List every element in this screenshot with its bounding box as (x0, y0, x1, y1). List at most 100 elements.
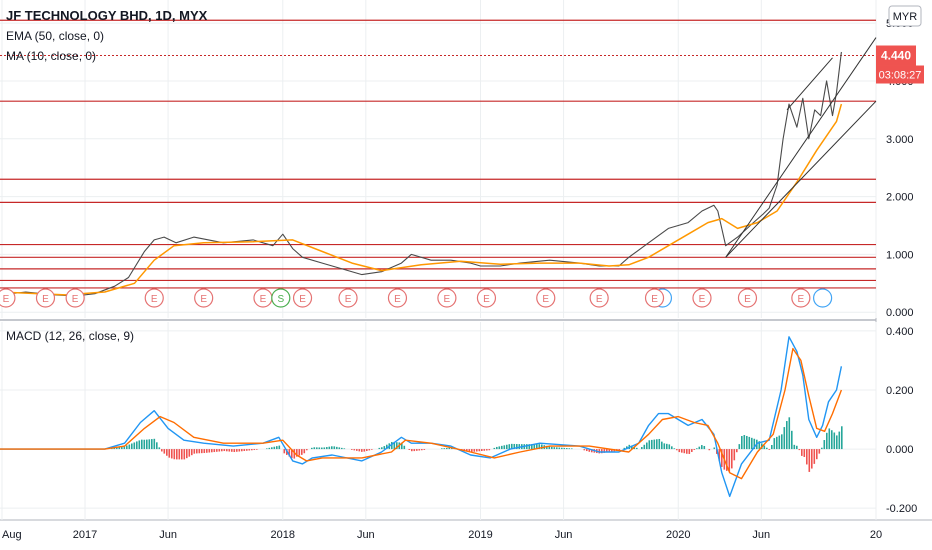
macd-pane[interactable] (0, 322, 876, 520)
histogram-bar (838, 431, 841, 450)
ema-line[interactable] (0, 103, 843, 296)
histogram-bar (178, 449, 181, 460)
histogram-bar (601, 449, 603, 454)
histogram-bar (538, 444, 541, 450)
histogram-bar (158, 447, 161, 450)
price-pane[interactable] (0, 0, 876, 318)
histogram-bar (306, 449, 308, 451)
histogram-bar (246, 449, 248, 451)
earnings-event-icon[interactable]: E (65, 288, 85, 308)
histogram-bar (318, 447, 321, 450)
trendline[interactable] (725, 37, 877, 258)
histogram-bar (678, 449, 681, 453)
histogram-bar (636, 447, 638, 450)
dividend-event-icon[interactable] (813, 288, 833, 308)
histogram-bar (781, 434, 783, 450)
histogram-bar (766, 447, 768, 450)
earnings-event-icon[interactable]: E (338, 288, 358, 308)
histogram-bar (328, 446, 331, 450)
earnings-event-icon[interactable]: E (644, 288, 665, 308)
histogram-bar (818, 449, 821, 454)
price-tick-label: 1.000 (886, 249, 914, 261)
histogram-bar (333, 446, 336, 450)
histogram-bar (803, 449, 806, 457)
histogram-bar (266, 448, 268, 450)
earnings-event-icon[interactable]: E (536, 288, 556, 308)
time-tick-label: Aug (2, 529, 22, 541)
earnings-event-icon[interactable]: E (791, 288, 811, 308)
earnings-event-icon[interactable]: E (35, 288, 56, 308)
time-tick-label: 2019 (468, 529, 492, 541)
histogram-bar (488, 449, 491, 451)
time-tick-label: Jun (752, 529, 770, 541)
macd-line[interactable] (0, 336, 843, 498)
currency-button[interactable]: MYR (888, 5, 922, 27)
earnings-event-icon[interactable]: E (476, 288, 497, 308)
histogram-bar (751, 437, 753, 450)
histogram-bar (343, 448, 346, 450)
time-tick-label: Jun (357, 529, 375, 541)
split-event-icon[interactable]: S (271, 288, 291, 308)
histogram-bar (686, 449, 688, 454)
histogram-bar (701, 445, 703, 450)
earnings-event-icon[interactable]: E (194, 288, 214, 308)
price-series-group (0, 51, 843, 297)
histogram-bar (443, 448, 446, 450)
histogram-bar (563, 447, 566, 450)
histogram-bar (783, 427, 786, 450)
histogram-bar (503, 445, 506, 450)
histogram-bar (531, 444, 533, 450)
earnings-event-icon[interactable]: E (737, 288, 758, 308)
earnings-event-icon[interactable]: E (292, 288, 313, 308)
svg-text:E: E (542, 294, 549, 305)
histogram-bar (273, 446, 276, 450)
earnings-event-icon[interactable]: E (0, 288, 16, 308)
trendline[interactable] (786, 57, 833, 111)
histogram-bar (123, 446, 126, 450)
ma-legend[interactable]: MA (10, close, 0) (6, 49, 96, 63)
histogram-bar (588, 449, 591, 452)
histogram-bar (791, 430, 793, 450)
earnings-event-icon[interactable]: E (437, 288, 457, 308)
currency-label: MYR (893, 11, 918, 23)
earnings-event-icon[interactable]: E (144, 288, 164, 308)
earnings-event-icon[interactable]: E (692, 288, 712, 308)
earnings-event-icon[interactable]: E (589, 288, 609, 308)
svg-text:E: E (394, 294, 401, 305)
histogram-bar (233, 449, 236, 453)
histogram-bar (193, 449, 196, 454)
histogram-bar (583, 449, 586, 451)
histogram-bar (676, 449, 678, 451)
histogram-bar (663, 443, 666, 450)
trendline[interactable] (725, 100, 877, 258)
histogram-bar (671, 446, 673, 450)
histogram-bar (121, 446, 123, 450)
histogram-bar (153, 438, 156, 450)
trendlines[interactable] (725, 37, 877, 258)
histogram-bar (841, 426, 843, 450)
histogram-bar (606, 449, 608, 453)
macd-legend[interactable]: MACD (12, 26, close, 9) (6, 329, 134, 343)
histogram-bar (738, 444, 741, 450)
histogram-bar (623, 447, 626, 450)
histogram-bar (831, 430, 833, 450)
earnings-event-icon[interactable]: E (253, 288, 273, 308)
histogram-bar (221, 449, 223, 452)
histogram-bar (808, 449, 811, 472)
histogram-bar (673, 448, 676, 450)
histogram-bar (631, 445, 633, 450)
signal-line[interactable] (0, 347, 843, 480)
histogram-bar (188, 449, 191, 457)
histogram-bar (341, 447, 343, 450)
histogram-bar (116, 447, 118, 450)
histogram-bar (288, 449, 291, 457)
ema-legend[interactable]: EMA (50, close, 0) (6, 29, 104, 43)
svg-text:E: E (444, 294, 451, 305)
histogram-bar (226, 449, 228, 452)
event-markers[interactable]: E E E E E E E E E E E E E E E E ES (0, 288, 833, 308)
axes: 0.0001.0002.0003.0004.0005.0000.4000.200… (2, 18, 917, 541)
earnings-event-icon[interactable]: E (387, 288, 408, 308)
histogram-bar (408, 449, 411, 450)
histogram-bar (336, 446, 338, 450)
